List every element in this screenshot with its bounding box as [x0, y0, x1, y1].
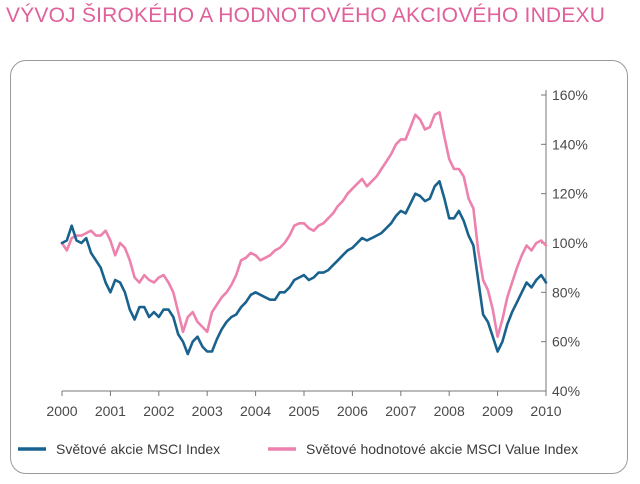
x-tick-label: 2009 — [482, 403, 513, 419]
series-line-msci-value-index — [60, 111, 548, 339]
x-tick-label: 2010 — [530, 403, 561, 419]
series-line-msci-index — [60, 180, 548, 356]
x-tick-label: 2003 — [192, 403, 223, 419]
x-tick-label: 2004 — [240, 403, 271, 419]
x-tick-label: 2000 — [46, 403, 77, 419]
y-tick-label: 160% — [552, 87, 588, 103]
series-lines — [60, 111, 548, 356]
x-tick-label: 2006 — [337, 403, 368, 419]
legend-label: Světové hodnotové akcie MSCI Value Index — [306, 441, 578, 457]
legend-item-msci-value-index: Světové hodnotové akcie MSCI Value Index — [268, 441, 578, 457]
x-tick-label: 2001 — [95, 403, 126, 419]
y-tick-label: 80% — [552, 284, 580, 300]
y-tick-label: 140% — [552, 136, 588, 152]
y-tick-label: 120% — [552, 186, 588, 202]
y-tick-label: 60% — [552, 334, 580, 350]
x-tick-label: 2005 — [288, 403, 319, 419]
legend-label: Světové akcie MSCI Index — [56, 441, 220, 457]
legend: Světové akcie MSCI Index Světové hodnotov… — [18, 441, 578, 457]
y-tick-label: 40% — [552, 383, 580, 399]
y-tick-label: 100% — [552, 235, 588, 251]
x-tick-label: 2002 — [143, 403, 174, 419]
x-tick-label: 2008 — [434, 403, 465, 419]
chart-title: VÝVOJ ŠIROKÉHO A HODNOTOVÉHO AKCIOVÉHO I… — [6, 4, 606, 27]
x-tick-label: 2007 — [385, 403, 416, 419]
chart-frame — [10, 60, 628, 474]
axes: 2000 2001 2002 2003 2004 2005 2006 2007 2008 2009… — [46, 87, 587, 419]
legend-item-msci-index: Světové akcie MSCI Index — [18, 441, 220, 457]
